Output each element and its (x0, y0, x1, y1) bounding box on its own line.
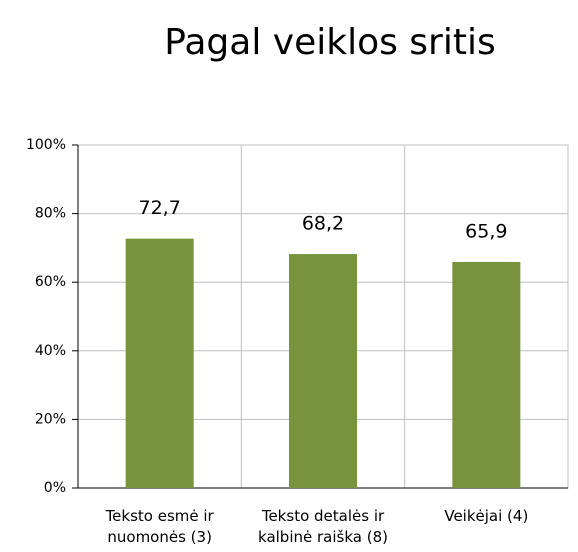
y-tick-label: 100% (26, 137, 66, 153)
value-label: 72,7 (139, 197, 181, 219)
x-tick-label: Teksto esmė ir nuomonės (3) (105, 507, 214, 546)
bar (452, 261, 521, 488)
y-tick-label: 60% (35, 274, 66, 290)
y-tick-label: 20% (35, 411, 66, 427)
y-tick-label: 0% (44, 480, 66, 496)
y-tick-label: 80% (35, 206, 66, 222)
y-tick-label: 40% (35, 343, 66, 359)
value-label: 68,2 (302, 213, 344, 235)
bar (289, 254, 357, 488)
x-tick-label: Veikėjai (4) (444, 507, 529, 525)
chart-title: Pagal veiklos sritis (164, 22, 495, 63)
x-tick-label: Teksto detalės ir kalbinė raiška (8) (258, 507, 388, 546)
bar (125, 238, 194, 488)
value-label: 65,9 (465, 220, 507, 242)
